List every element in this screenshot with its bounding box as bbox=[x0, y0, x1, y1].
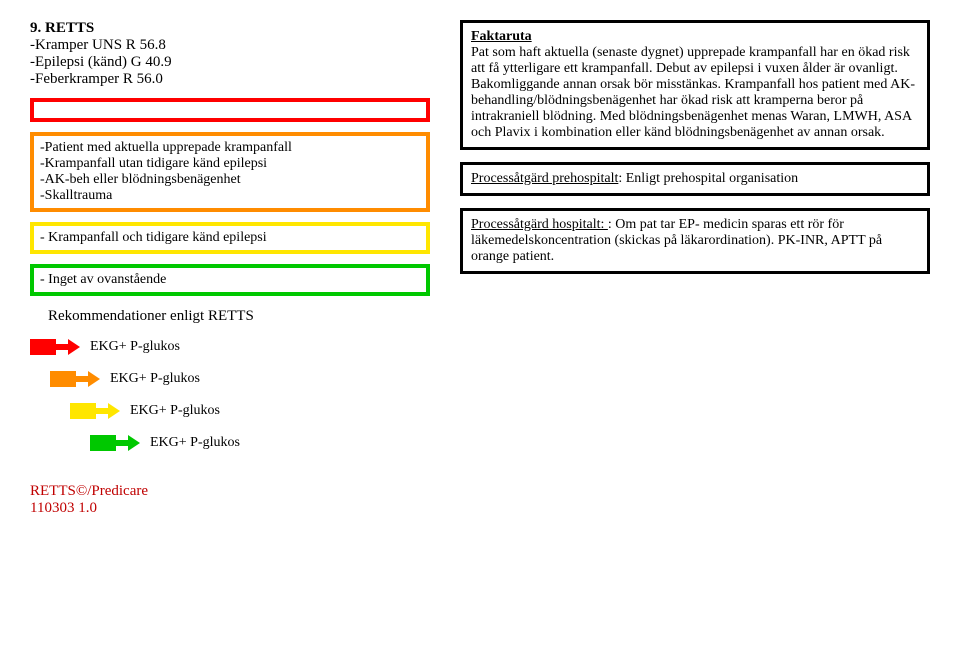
recommendation-label: EKG+ P-glukos bbox=[130, 403, 220, 419]
priority-arrow-icon bbox=[30, 337, 80, 357]
orange-line: -Krampanfall utan tidigare känd epilepsi bbox=[40, 156, 420, 172]
footer: RETTS©/Predicare 110303 1.0 bbox=[30, 483, 930, 517]
hospital-box: Processåtgärd hospitalt: : Om pat tar EP… bbox=[460, 208, 930, 274]
hosp-label: Processåtgärd hospitalt: bbox=[471, 217, 608, 232]
orange-line: -AK-beh eller blödningsbenägenhet bbox=[40, 172, 420, 188]
recommendation-label: EKG+ P-glukos bbox=[90, 339, 180, 355]
orange-priority-box: -Patient med aktuella upprepade krampanf… bbox=[30, 132, 430, 212]
recommendation-row: EKG+ P-glukos bbox=[50, 369, 430, 389]
red-priority-box bbox=[30, 98, 430, 122]
faktaruta-body: Pat som haft aktuella (senaste dygnet) u… bbox=[471, 45, 919, 141]
footer-line-1: RETTS©/Predicare bbox=[30, 483, 930, 500]
prehosp-label: Processåtgärd prehospitalt bbox=[471, 171, 618, 186]
prehospital-box: Processåtgärd prehospitalt: Enligt preho… bbox=[460, 162, 930, 196]
yellow-text: - Krampanfall och tidigare känd epilepsi bbox=[40, 230, 267, 245]
prehosp-text: : Enligt prehospital organisation bbox=[618, 171, 798, 186]
footer-line-2: 110303 1.0 bbox=[30, 500, 930, 517]
recommendations-title: Rekommendationer enligt RETTS bbox=[48, 308, 430, 325]
diagnosis-item: -Epilepsi (känd) G 40.9 bbox=[30, 54, 430, 71]
green-priority-box: - Inget av ovanstående bbox=[30, 264, 430, 296]
yellow-priority-box: - Krampanfall och tidigare känd epilepsi bbox=[30, 222, 430, 254]
diagnosis-item: -Kramper UNS R 56.8 bbox=[30, 37, 430, 54]
faktaruta-box: Faktaruta Pat som haft aktuella (senaste… bbox=[460, 20, 930, 150]
diagnosis-item: -Feberkramper R 56.0 bbox=[30, 71, 430, 88]
diagnosis-list: -Kramper UNS R 56.8 -Epilepsi (känd) G 4… bbox=[30, 37, 430, 88]
faktaruta-title: Faktaruta bbox=[471, 29, 919, 45]
recommendation-row: EKG+ P-glukos bbox=[30, 337, 430, 357]
orange-line: -Patient med aktuella upprepade krampanf… bbox=[40, 140, 420, 156]
recommendation-row: EKG+ P-glukos bbox=[70, 401, 430, 421]
priority-arrow-icon bbox=[70, 401, 120, 421]
recommendation-row: EKG+ P-glukos bbox=[90, 433, 430, 453]
recommendation-label: EKG+ P-glukos bbox=[150, 435, 240, 451]
page-heading: 9. RETTS bbox=[30, 20, 430, 37]
priority-arrow-icon bbox=[50, 369, 100, 389]
recommendation-label: EKG+ P-glukos bbox=[110, 371, 200, 387]
orange-line: -Skalltrauma bbox=[40, 188, 420, 204]
priority-arrow-icon bbox=[90, 433, 140, 453]
green-text: - Inget av ovanstående bbox=[40, 272, 166, 287]
